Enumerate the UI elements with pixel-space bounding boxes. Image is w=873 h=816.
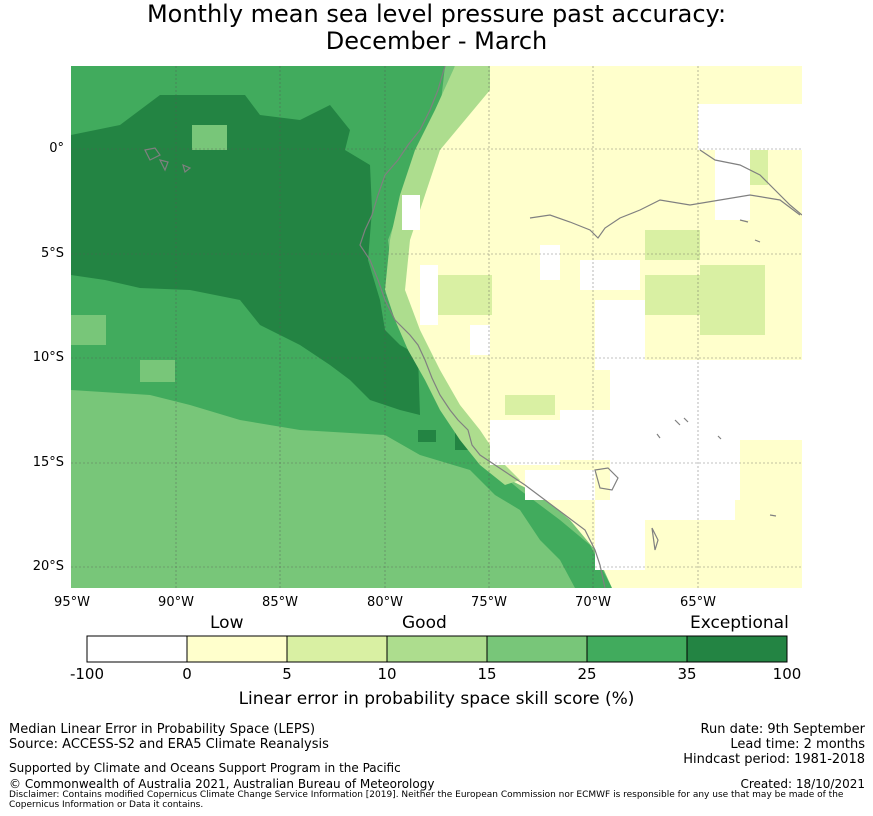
- lat-label-15s: 15°S: [32, 455, 64, 470]
- skill-patch-0-5-2: [735, 500, 802, 588]
- colorbar-tick: 100: [772, 665, 802, 683]
- lon-label-70w: 70°W: [575, 595, 611, 610]
- skill-patch-5-10-4: [645, 275, 700, 315]
- skill-patch-5-10-5: [750, 150, 768, 185]
- lon-label-80w: 80°W: [367, 595, 403, 610]
- skill-patch-mid-2: [140, 360, 175, 382]
- footer-created: Created: 18/10/2021: [740, 777, 865, 791]
- skill-patch-negative-14: [402, 195, 420, 230]
- colorbar-tick: 0: [182, 665, 192, 683]
- footer-method: Median Linear Error in Probability Space…: [9, 722, 316, 737]
- skill-patch-negative-8: [490, 420, 560, 465]
- coastline: [144, 66, 802, 588]
- colorbar: [86, 635, 788, 663]
- skill-patch-negative-11: [595, 500, 645, 570]
- skill-patch-high: [418, 430, 436, 442]
- category-low: Low: [210, 613, 244, 633]
- colorbar-tick: 10: [377, 665, 397, 683]
- skill-patch-negative-4: [580, 260, 640, 290]
- skill-patch-negative-5: [595, 300, 645, 370]
- skill-patch-5-10-2: [645, 230, 700, 260]
- colorbar-segment-35-100: [686, 635, 788, 663]
- lon-label-65w: 65°W: [680, 595, 716, 610]
- colorbar-segment-15-25: [486, 635, 588, 663]
- colorbar-tick: 5: [282, 665, 292, 683]
- footer-run-date: Run date: 9th September: [700, 722, 865, 737]
- colorbar-segment-neg: [86, 635, 188, 663]
- map-title-line2: December - March: [325, 27, 548, 55]
- colorbar-label: Linear error in probability space skill …: [238, 689, 635, 709]
- colorbar-segment-25-35: [586, 635, 688, 663]
- skill-patch-0-5-3: [660, 520, 700, 540]
- lon-label-90w: 90°W: [158, 595, 194, 610]
- colorbar-tick: -100: [69, 665, 105, 683]
- skill-band-35-100: [71, 95, 420, 415]
- skill-patch-mid-3: [192, 125, 227, 150]
- skill-band-5-15: [385, 66, 520, 485]
- colorbar-segment-0-5: [186, 635, 288, 663]
- graticule: [71, 66, 802, 588]
- skill-patch-negative-6: [610, 360, 740, 520]
- lat-label-10s: 10°S: [32, 350, 64, 365]
- colorbar-tick: 35: [677, 665, 697, 683]
- footer-support: Supported by Climate and Oceans Support …: [9, 761, 401, 775]
- skill-patch-5-10-6: [505, 395, 555, 415]
- skill-patch-5-10-3: [700, 265, 765, 335]
- skill-patch-negative-9: [560, 410, 610, 460]
- lon-label-75w: 75°W: [471, 595, 507, 610]
- colorbar-tick: 15: [477, 665, 497, 683]
- skill-patch-negative: [698, 104, 802, 150]
- lat-label-0: 0°: [49, 141, 64, 156]
- colorbar-segment-10-15: [386, 635, 488, 663]
- colorbar-segment-5-10: [286, 635, 388, 663]
- footer-source: Source: ACCESS-S2 and ERA5 Climate Reana…: [9, 737, 329, 752]
- map-title-line1: Monthly mean sea level pressure past acc…: [146, 0, 727, 28]
- skill-patch-5-10: [437, 275, 492, 315]
- skill-field: [71, 66, 802, 588]
- lat-label-5s: 5°S: [40, 246, 64, 261]
- footer-hindcast: Hindcast period: 1981-2018: [683, 752, 865, 767]
- lon-label-95w: 95°W: [54, 595, 90, 610]
- footer-lead-time: Lead time: 2 months: [730, 737, 865, 752]
- colorbar-tick: 25: [577, 665, 597, 683]
- skill-patch-negative-13: [470, 325, 490, 355]
- skill-patch-negative-3: [540, 245, 560, 280]
- lon-label-85w: 85°W: [262, 595, 298, 610]
- skill-patch-0-5: [645, 560, 690, 588]
- footer-disclaimer: Disclaimer: Contains modified Copernicus…: [9, 790, 844, 810]
- category-exceptional: Exceptional: [690, 613, 789, 633]
- skill-patch-negative-7: [740, 360, 802, 440]
- category-good: Good: [402, 613, 447, 633]
- lat-label-20s: 20°S: [32, 559, 64, 574]
- skill-patch-negative-10: [525, 470, 595, 500]
- footer-copyright: © Commonwealth of Australia 2021, Austra…: [9, 777, 435, 791]
- skill-patch-mid: [71, 315, 106, 345]
- skill-patch-negative-12: [420, 265, 438, 325]
